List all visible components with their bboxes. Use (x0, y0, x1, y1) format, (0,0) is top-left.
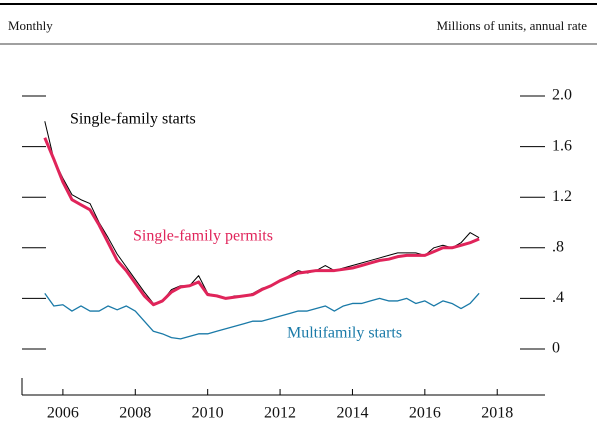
x-tick-label: 2014 (336, 405, 368, 422)
x-tick-label: 2016 (409, 405, 441, 422)
x-tick-label: 2010 (192, 405, 224, 422)
x-tick-label: 2008 (119, 405, 151, 422)
x-tick-label: 2018 (481, 405, 513, 422)
frequency-label: Monthly (8, 18, 53, 33)
x-tick-label: 2012 (264, 405, 296, 422)
series-line (43, 137, 480, 307)
y-tick-label: .8 (552, 238, 564, 255)
y-tick-label: .4 (552, 289, 564, 306)
series-line (44, 121, 480, 304)
series-label: Single-family starts (70, 111, 196, 128)
y-tick-label: 2.0 (552, 87, 572, 104)
y-axis-label: Millions of units, annual rate (436, 18, 587, 33)
series-line (44, 292, 480, 340)
y-tick-label: 1.2 (552, 188, 572, 205)
series-label: Single-family permits (133, 228, 273, 245)
x-tick-label: 2006 (47, 405, 79, 422)
y-tick-label: 0 (552, 340, 560, 357)
series-label: Multifamily starts (287, 325, 402, 342)
y-tick-label: 1.6 (552, 137, 572, 154)
